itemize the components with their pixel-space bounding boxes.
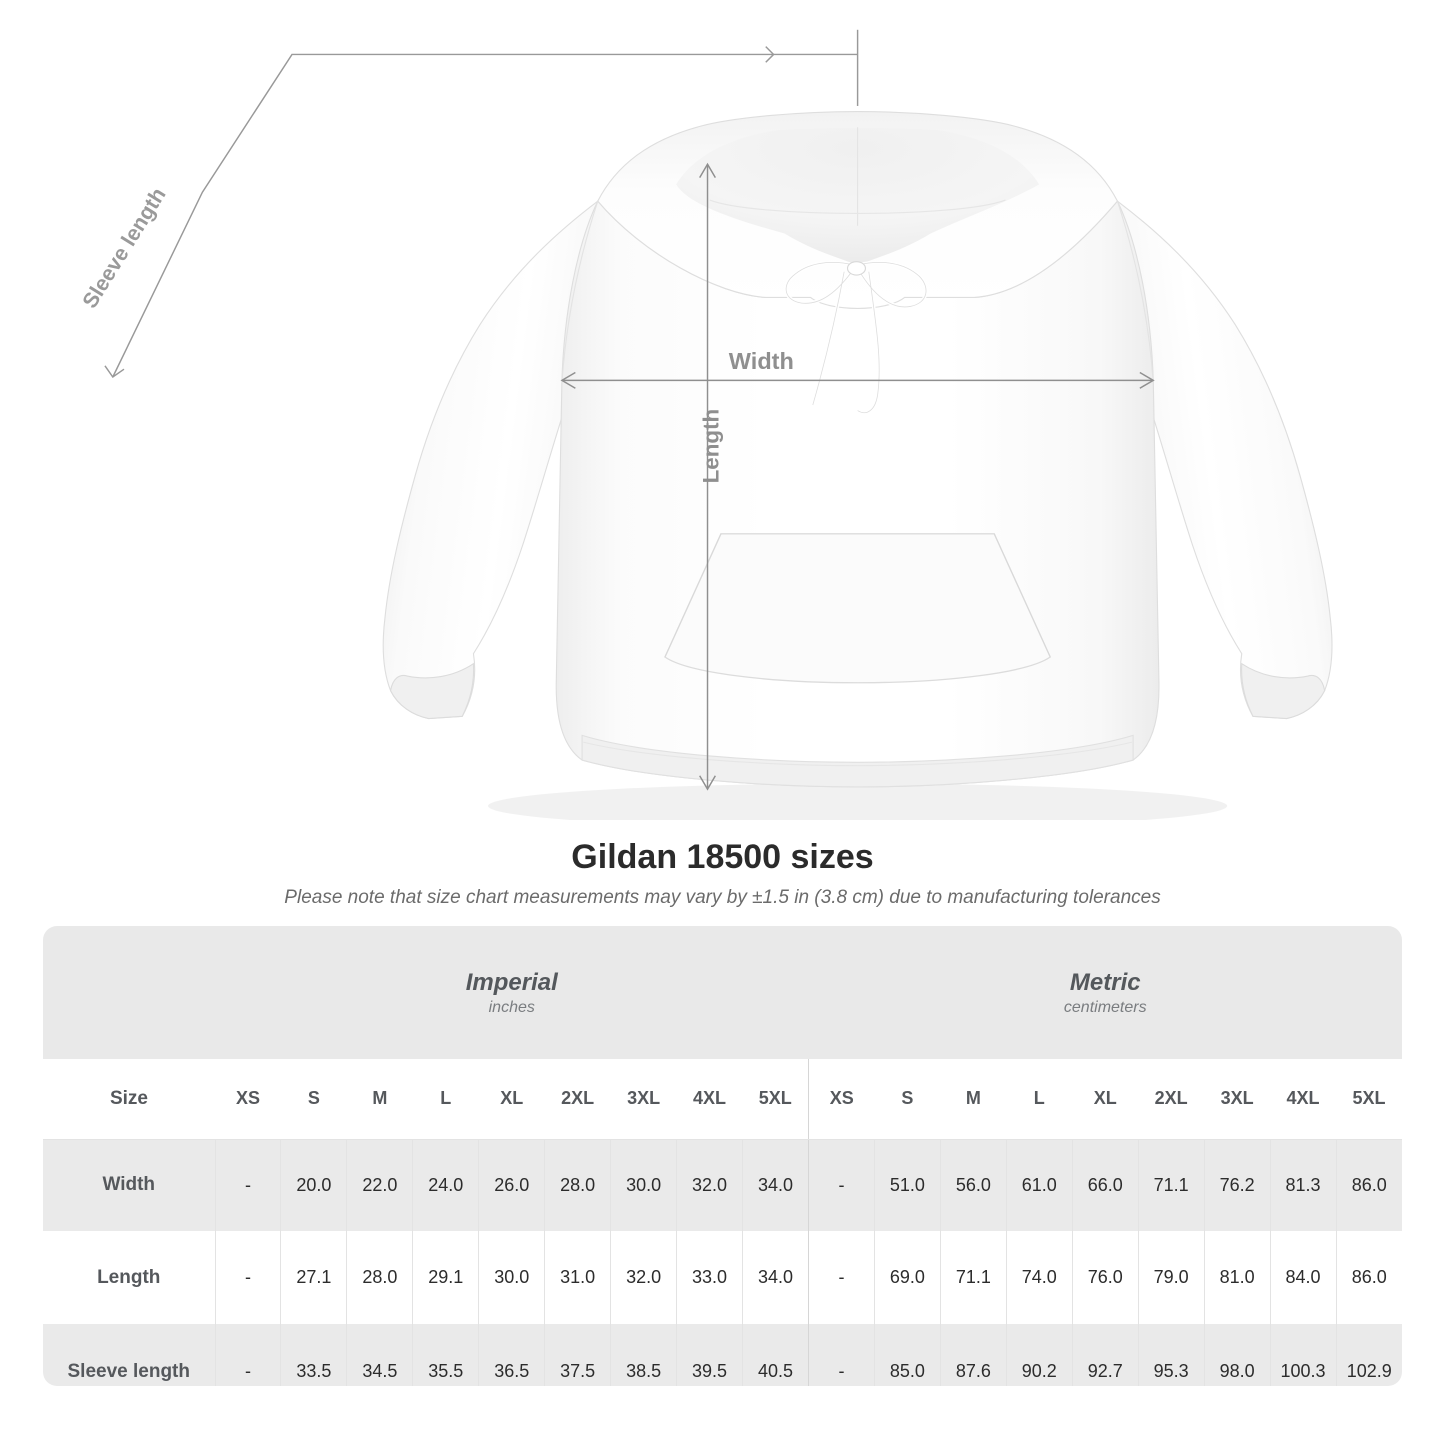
svg-text:Width: Width	[729, 348, 794, 374]
svg-text:Length: Length	[699, 409, 724, 484]
svg-text:Sleeve length: Sleeve length	[78, 183, 171, 312]
